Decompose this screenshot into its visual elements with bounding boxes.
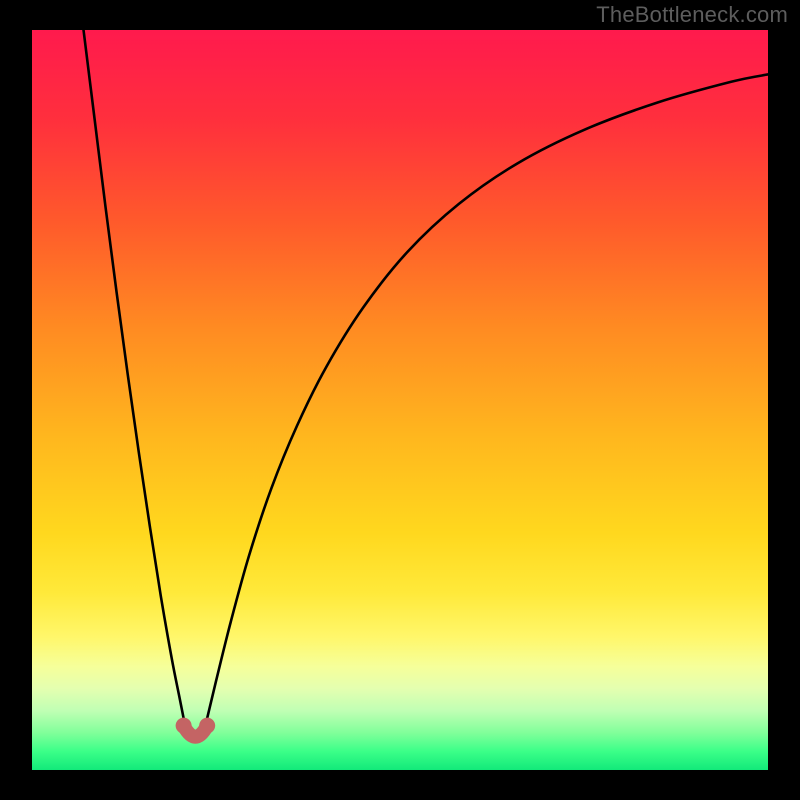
chart-stage: TheBottleneck.com (0, 0, 800, 800)
bottleneck-chart-svg (0, 0, 800, 800)
minimum-marker-dot-1 (199, 718, 215, 734)
watermark-text: TheBottleneck.com (596, 2, 788, 28)
plot-gradient-background (32, 30, 768, 770)
minimum-marker-dot-0 (176, 718, 192, 734)
